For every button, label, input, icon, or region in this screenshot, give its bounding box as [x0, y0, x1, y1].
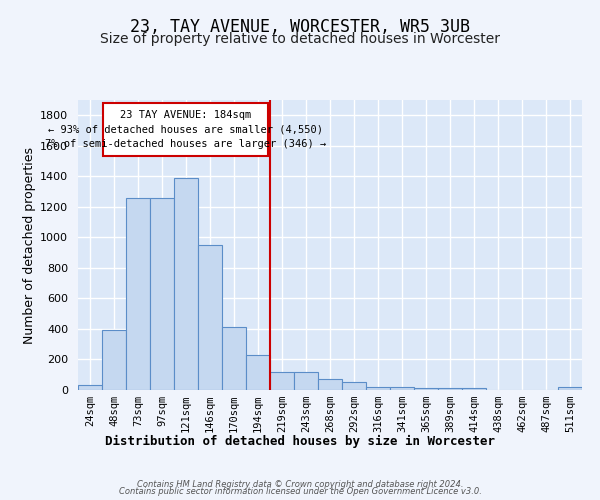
- Bar: [462, 388, 486, 390]
- Bar: [390, 387, 414, 390]
- Bar: [222, 328, 246, 390]
- Bar: [78, 386, 102, 390]
- Bar: [558, 387, 582, 390]
- Bar: [126, 198, 150, 390]
- Y-axis label: Number of detached properties: Number of detached properties: [23, 146, 36, 344]
- Text: 23 TAY AVENUE: 184sqm
← 93% of detached houses are smaller (4,550)
7% of semi-de: 23 TAY AVENUE: 184sqm ← 93% of detached …: [45, 110, 326, 149]
- Bar: [174, 178, 198, 390]
- Text: Contains public sector information licensed under the Open Government Licence v3: Contains public sector information licen…: [119, 488, 481, 496]
- Bar: [150, 198, 174, 390]
- Bar: [438, 388, 462, 390]
- Text: Size of property relative to detached houses in Worcester: Size of property relative to detached ho…: [100, 32, 500, 46]
- Bar: [102, 330, 126, 390]
- Bar: [103, 103, 268, 156]
- Bar: [414, 388, 438, 390]
- Bar: [318, 378, 342, 390]
- Bar: [246, 355, 270, 390]
- Text: 23, TAY AVENUE, WORCESTER, WR5 3UB: 23, TAY AVENUE, WORCESTER, WR5 3UB: [130, 18, 470, 36]
- Text: Distribution of detached houses by size in Worcester: Distribution of detached houses by size …: [105, 435, 495, 448]
- Bar: [294, 372, 318, 390]
- Text: Contains HM Land Registry data © Crown copyright and database right 2024.: Contains HM Land Registry data © Crown c…: [137, 480, 463, 489]
- Bar: [342, 382, 366, 390]
- Bar: [366, 387, 390, 390]
- Bar: [198, 245, 222, 390]
- Bar: [270, 372, 294, 390]
